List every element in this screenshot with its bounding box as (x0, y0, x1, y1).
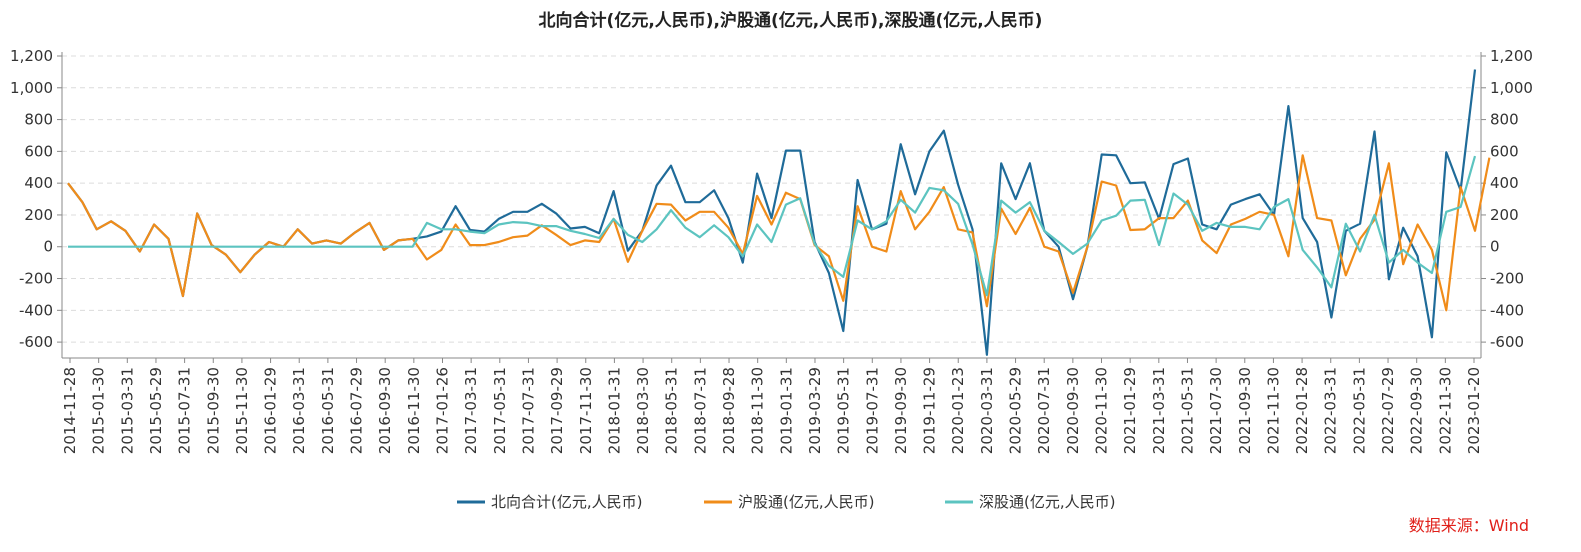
x-tick-label: 2017-11-30 (577, 367, 595, 454)
x-tick-label: 2019-11-29 (921, 367, 939, 454)
x-tick-label: 2021-11-30 (1264, 367, 1282, 454)
x-tick-label: 2022-07-29 (1379, 367, 1397, 454)
y-tick-label-left: 200 (24, 206, 53, 224)
x-tick-label: 2022-03-31 (1322, 367, 1340, 454)
x-tick-label: 2016-07-29 (348, 367, 366, 454)
x-tick-label: 2016-09-30 (376, 367, 394, 454)
y-tick-label-right: 400 (1490, 174, 1519, 192)
x-tick-label: 2021-03-31 (1150, 367, 1168, 454)
x-tick-label: 2015-07-31 (176, 367, 194, 454)
y-tick-label-right: 1,000 (1490, 79, 1533, 97)
y-tick-label-left: -400 (19, 301, 53, 319)
axes: -600 -600 -400 -400 -200 -200 0 0 200 200 400 400 60… (10, 47, 1533, 454)
x-tick-label: 2015-01-30 (90, 367, 108, 454)
x-tick-label: 2023-01-20 (1465, 367, 1483, 454)
y-tick-label-left: 1,200 (10, 47, 53, 65)
x-tick-label: 2019-01-31 (777, 367, 795, 454)
x-tick-label: 2016-05-31 (319, 367, 337, 454)
x-tick-label: 2017-09-29 (548, 367, 566, 454)
series-line-2 (67, 154, 1491, 312)
y-tick-label-left: -600 (19, 333, 53, 351)
x-tick-label: 2016-03-31 (290, 367, 308, 454)
x-tick-label: 2015-11-30 (233, 367, 251, 454)
source-note: 数据来源：Wind (1408, 516, 1529, 535)
x-tick-label: 2020-09-30 (1064, 367, 1082, 454)
x-tick-label: 2018-11-30 (749, 367, 767, 454)
x-tick-label: 2020-01-23 (949, 367, 967, 454)
x-tick-label: 2020-07-31 (1035, 367, 1053, 454)
legend-label-3: 深股通(亿元,人民币) (979, 493, 1115, 511)
y-tick-label-right: 200 (1490, 206, 1519, 224)
x-tick-label: 2015-03-31 (118, 367, 136, 454)
y-tick-label-left: 600 (24, 142, 53, 160)
y-tick-label-right: -400 (1490, 301, 1524, 319)
y-tick-label-left: 800 (24, 111, 53, 129)
y-tick-label-left: -200 (19, 270, 53, 288)
x-tick-label: 2021-01-29 (1121, 367, 1139, 454)
x-tick-label: 2014-11-28 (61, 367, 79, 454)
x-tick-label: 2019-05-31 (835, 367, 853, 454)
x-tick-label: 2022-11-30 (1436, 367, 1454, 454)
x-tick-label: 2020-11-30 (1093, 367, 1111, 454)
x-tick-label: 2018-07-31 (691, 367, 709, 454)
x-tick-label: 2021-09-30 (1236, 367, 1254, 454)
y-tick-label-left: 1,000 (10, 79, 53, 97)
y-tick-label-right: -600 (1490, 333, 1524, 351)
y-tick-label-right: 600 (1490, 142, 1519, 160)
series-lines (67, 69, 1491, 356)
legend: 北向合计(亿元,人民币) 沪股通(亿元,人民币) 深股通(亿元,人民币) (457, 493, 1115, 511)
y-tick-label-right: -200 (1490, 270, 1524, 288)
x-tick-label: 2015-09-30 (204, 367, 222, 454)
x-tick-label: 2017-01-26 (433, 367, 451, 454)
y-tick-label-right: 1,200 (1490, 47, 1533, 65)
series-line-3 (68, 155, 1477, 297)
legend-label-2: 沪股通(亿元,人民币) (738, 493, 874, 511)
x-tick-label: 2021-07-30 (1207, 367, 1225, 454)
x-tick-label: 2021-05-31 (1178, 367, 1196, 454)
y-tick-label-left: 0 (43, 238, 53, 256)
x-tick-label: 2020-03-31 (978, 367, 996, 454)
x-tick-label: 2017-03-31 (462, 367, 480, 454)
x-tick-label: 2022-05-31 (1350, 367, 1368, 454)
x-tick-label: 2019-03-29 (806, 367, 824, 454)
x-tick-label: 2020-05-29 (1007, 367, 1025, 454)
x-tick-label: 2018-09-28 (720, 367, 738, 454)
x-tick-label: 2022-01-28 (1293, 367, 1311, 454)
y-tick-label-right: 0 (1490, 238, 1500, 256)
x-tick-label: 2022-09-30 (1408, 367, 1426, 454)
chart-title: 北向合计(亿元,人民币),沪股通(亿元,人民币),深股通(亿元,人民币) (538, 11, 1043, 31)
x-tick-label: 2016-11-30 (405, 367, 423, 454)
x-tick-label: 2018-03-30 (634, 367, 652, 454)
x-tick-label: 2018-05-31 (663, 367, 681, 454)
x-tick-label: 2016-01-29 (262, 367, 280, 454)
y-tick-label-left: 400 (24, 174, 53, 192)
x-tick-label: 2018-01-31 (605, 367, 623, 454)
x-tick-label: 2015-05-29 (147, 367, 165, 454)
grid-lines (62, 55, 1481, 343)
x-tick-label: 2017-05-31 (491, 367, 509, 454)
y-tick-label-right: 800 (1490, 111, 1519, 129)
x-tick-label: 2017-07-31 (519, 367, 537, 454)
x-tick-label: 2019-07-31 (863, 367, 881, 454)
x-tick-label: 2019-09-30 (892, 367, 910, 454)
legend-label-1: 北向合计(亿元,人民币) (491, 493, 642, 511)
